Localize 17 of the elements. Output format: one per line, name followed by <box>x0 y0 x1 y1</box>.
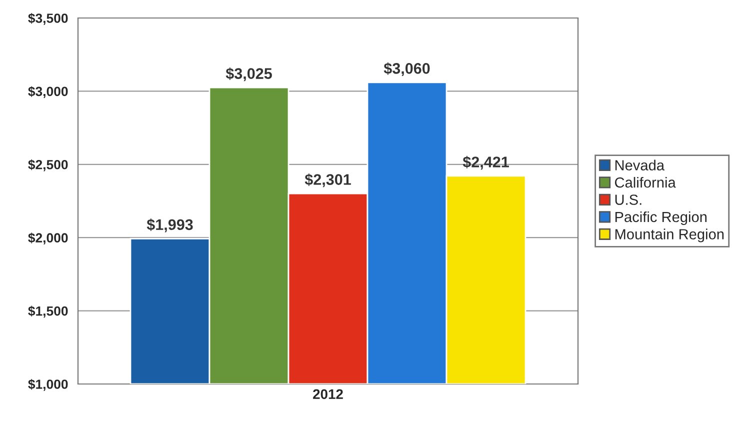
legend-label: Mountain Region <box>615 228 724 242</box>
legend-label: California <box>614 176 676 188</box>
y-tick-label: $1,000 <box>28 378 68 391</box>
data-label: $1,993 <box>146 218 193 232</box>
data-label: $3,060 <box>384 62 430 76</box>
y-tick-label: $2,500 <box>28 159 68 172</box>
data-label: $2,301 <box>304 173 351 188</box>
x-tick-label: 2012 <box>313 389 343 400</box>
legend-label: Pacific Region <box>615 211 707 226</box>
y-tick-label: $3,000 <box>28 86 68 98</box>
legend-label: Nevada <box>615 160 665 170</box>
legend-label: U.S. <box>615 194 642 205</box>
y-tick-label: $1,500 <box>28 306 68 318</box>
data-label: $2,421 <box>462 156 509 170</box>
y-tick-label: $2,000 <box>28 232 68 244</box>
y-tick-label: $3,500 <box>28 12 68 25</box>
data-label: $3,025 <box>226 67 272 82</box>
